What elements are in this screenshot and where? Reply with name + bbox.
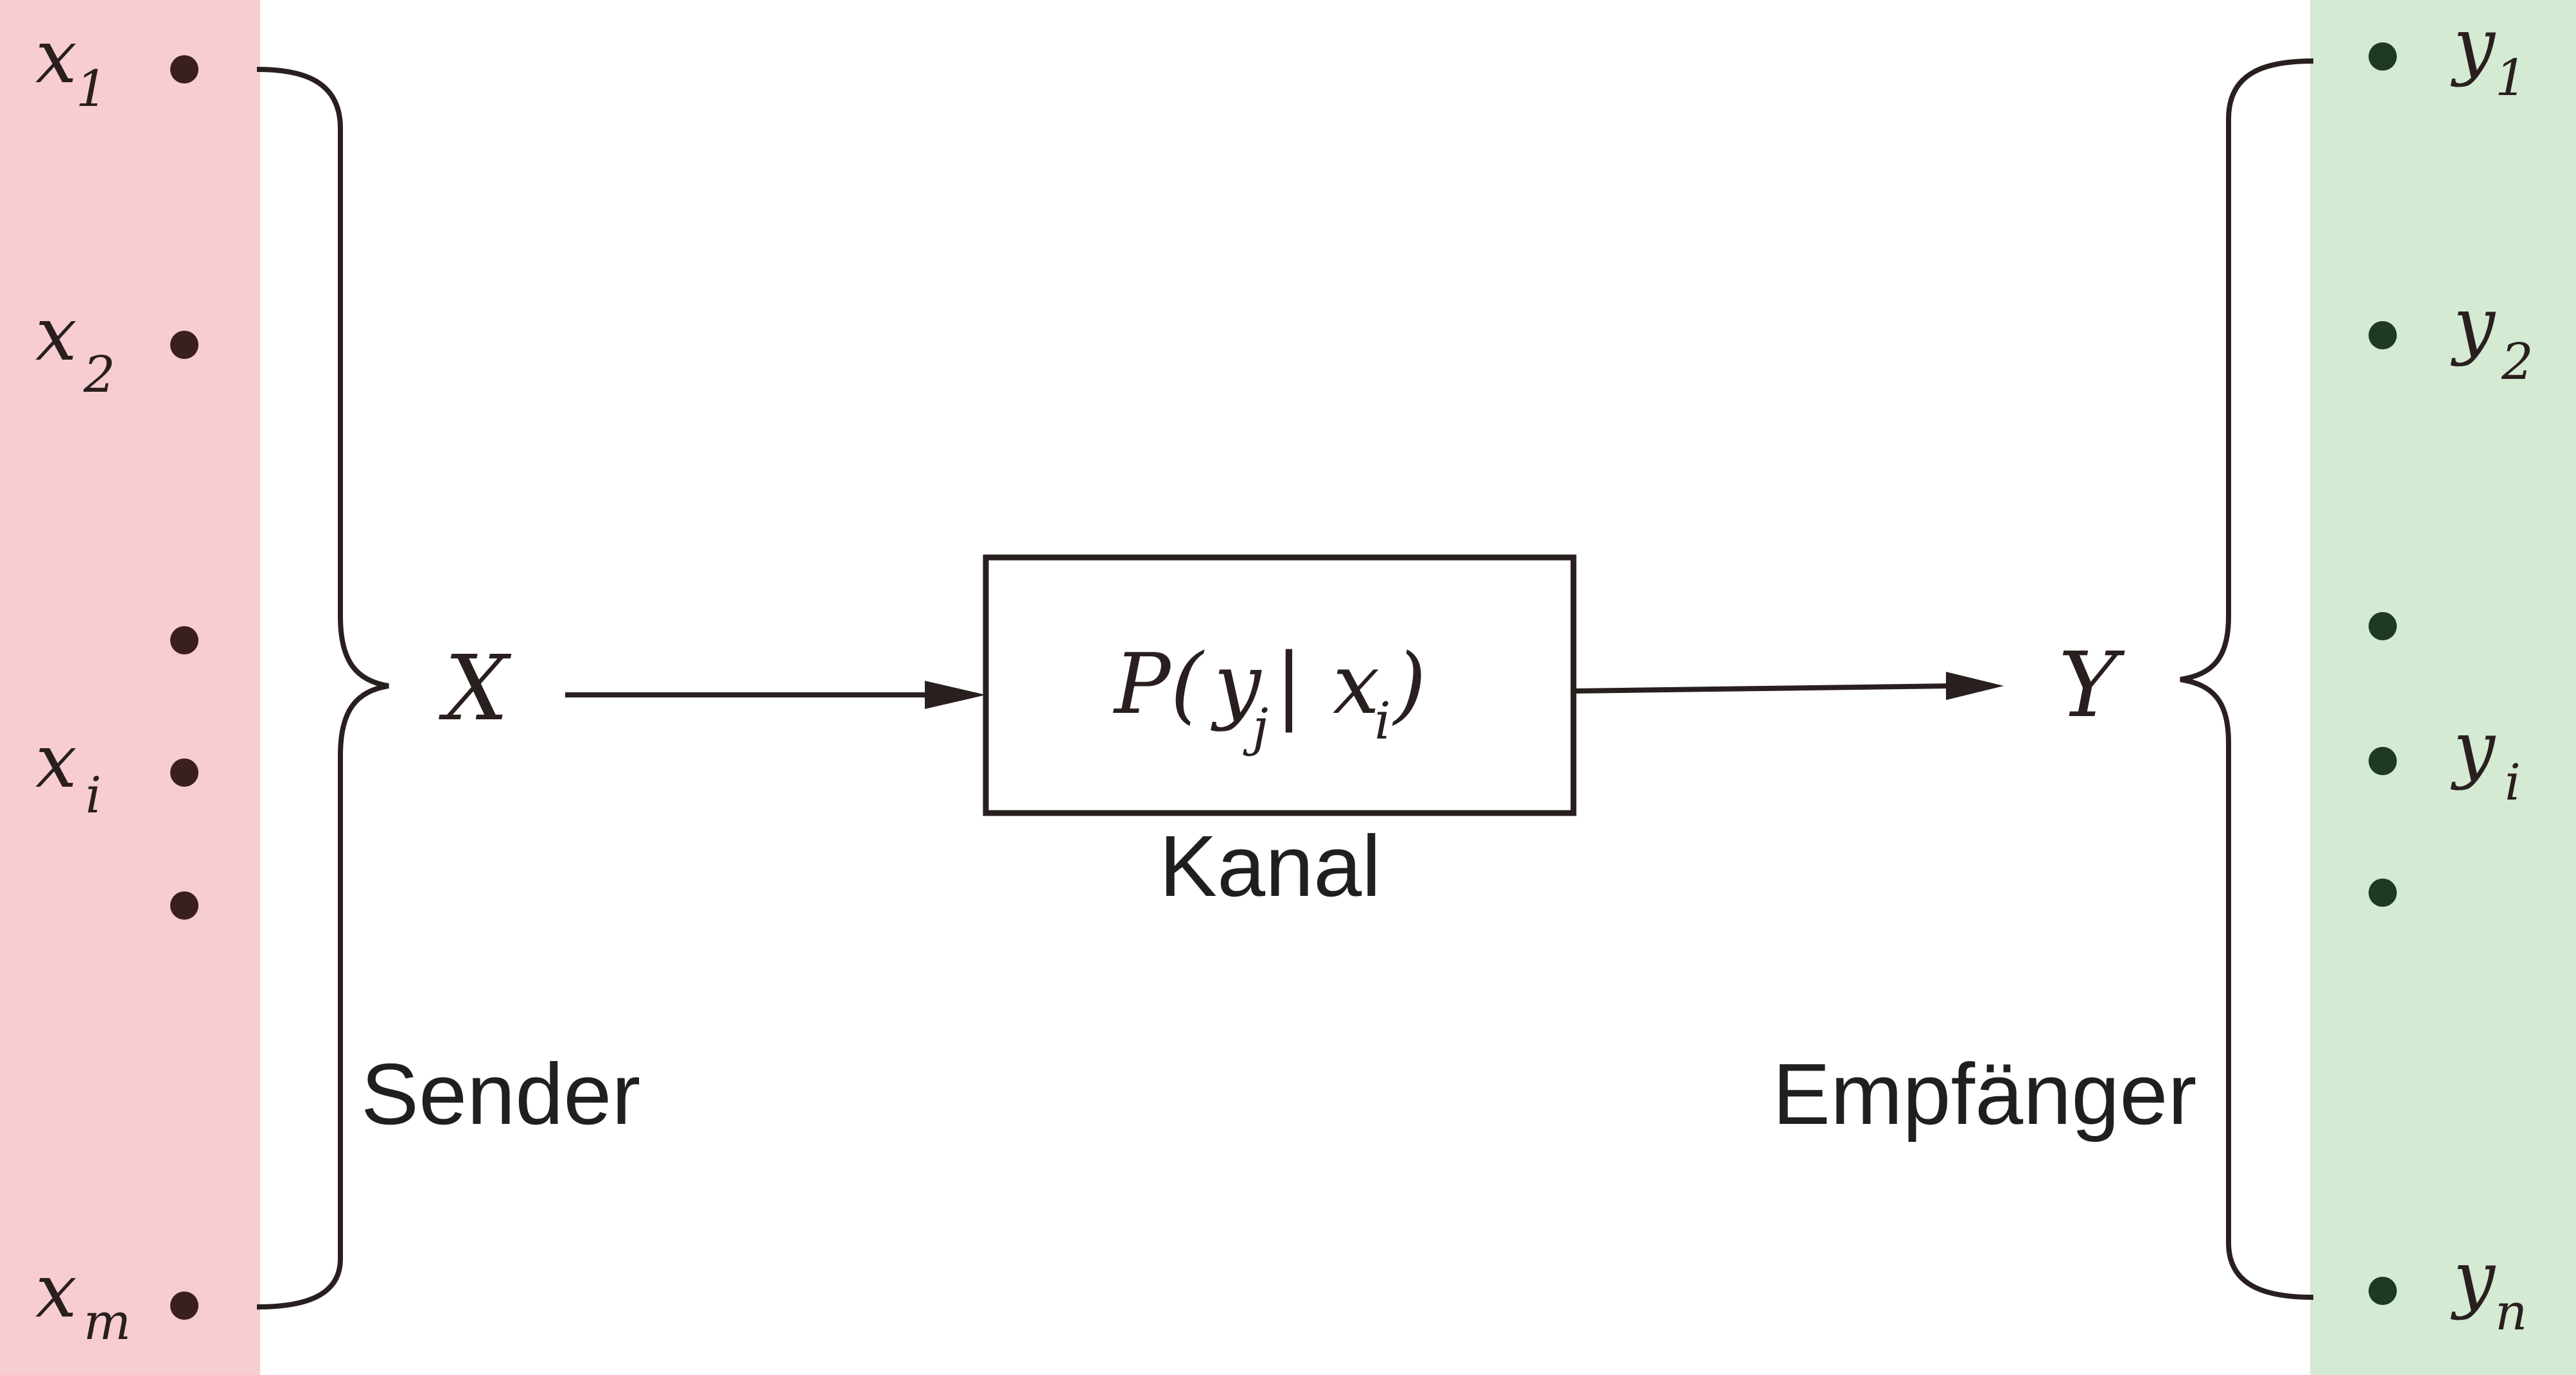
sender-symbol-2: x 2 bbox=[35, 292, 198, 404]
sender-symbol-sub: 1 bbox=[76, 60, 108, 118]
channel-label: Kanal bbox=[1159, 818, 1381, 915]
channel-formula: P( y j | x i ) bbox=[1113, 635, 1426, 757]
sender-panel bbox=[0, 0, 260, 1375]
receiver-dot bbox=[2369, 321, 2397, 349]
formula-x-sub: i bbox=[1374, 691, 1391, 751]
receiver-symbol-n: y n bbox=[2369, 1236, 2527, 1342]
sender-symbol-m: x m bbox=[35, 1248, 198, 1351]
sender-dot bbox=[170, 758, 198, 787]
receiver-dot bbox=[2369, 879, 2397, 907]
receiver-symbol-sub: i bbox=[2505, 754, 2521, 812]
sender-label: Sender bbox=[361, 1046, 640, 1143]
receiver-symbol-2: y 2 bbox=[2369, 282, 2534, 391]
receiver-panel bbox=[2310, 0, 2576, 1375]
receiver-brace bbox=[2180, 58, 2314, 1300]
formula-y: y bbox=[1211, 635, 1262, 733]
sender-symbol-i: x i bbox=[35, 719, 198, 825]
receiver-symbol-base: y bbox=[2450, 282, 2496, 368]
channel-box bbox=[983, 554, 1577, 816]
receiver-variable: Y bbox=[2058, 633, 2125, 738]
sender-dot bbox=[170, 626, 198, 654]
receiver-symbol-base: y bbox=[2450, 706, 2496, 792]
receiver-symbol-dot-b bbox=[2369, 879, 2397, 907]
input-arrow-head bbox=[925, 681, 986, 709]
receiver-dot bbox=[2369, 612, 2397, 640]
receiver-symbol-i: y i bbox=[2369, 706, 2521, 812]
receiver-symbol-list: y 1 y 2 y i y n bbox=[2369, 3, 2534, 1342]
receiver-symbol-sub: 1 bbox=[2495, 49, 2527, 107]
sender-variable: X bbox=[438, 636, 512, 741]
formula-p: P( bbox=[1113, 635, 1204, 733]
sender-symbol-sub: m bbox=[83, 1293, 131, 1351]
receiver-symbol-sub: 2 bbox=[2501, 333, 2534, 391]
sender-symbol-base: x bbox=[35, 1248, 77, 1335]
output-arrow-head bbox=[1946, 672, 2004, 700]
sender-dot bbox=[170, 1292, 198, 1320]
sender-symbol-1: x 1 bbox=[35, 14, 198, 118]
receiver-dot bbox=[2369, 1277, 2397, 1305]
output-arrow-line bbox=[1573, 683, 1953, 694]
sender-symbol-base: x bbox=[35, 14, 77, 100]
formula-close: ) bbox=[1392, 635, 1426, 733]
receiver-label: Empfänger bbox=[1773, 1046, 2196, 1143]
sender-symbol-sub: 2 bbox=[83, 346, 116, 404]
formula-x: x bbox=[1333, 635, 1380, 733]
sender-symbol-base: x bbox=[35, 719, 77, 805]
sender-dot bbox=[170, 331, 198, 359]
receiver-symbol-sub: n bbox=[2495, 1284, 2527, 1342]
sender-dot bbox=[170, 55, 198, 83]
sender-brace bbox=[256, 67, 389, 1309]
receiver-dot bbox=[2369, 747, 2397, 775]
receiver-symbol-dot-a bbox=[2369, 612, 2397, 640]
sender-dot bbox=[170, 891, 198, 920]
sender-symbol-list: x 1 x 2 x i x m bbox=[35, 14, 198, 1351]
receiver-dot bbox=[2369, 42, 2397, 71]
sender-symbol-dot-b bbox=[170, 891, 198, 920]
receiver-symbol-base: y bbox=[2450, 1236, 2496, 1322]
formula-bar: | bbox=[1275, 635, 1303, 733]
sender-symbol-base: x bbox=[35, 292, 77, 378]
receiver-symbol-base: y bbox=[2450, 3, 2496, 89]
sender-symbol-sub: i bbox=[85, 767, 101, 825]
sender-symbol-dot-a bbox=[170, 626, 198, 654]
receiver-symbol-1: y 1 bbox=[2369, 3, 2527, 107]
